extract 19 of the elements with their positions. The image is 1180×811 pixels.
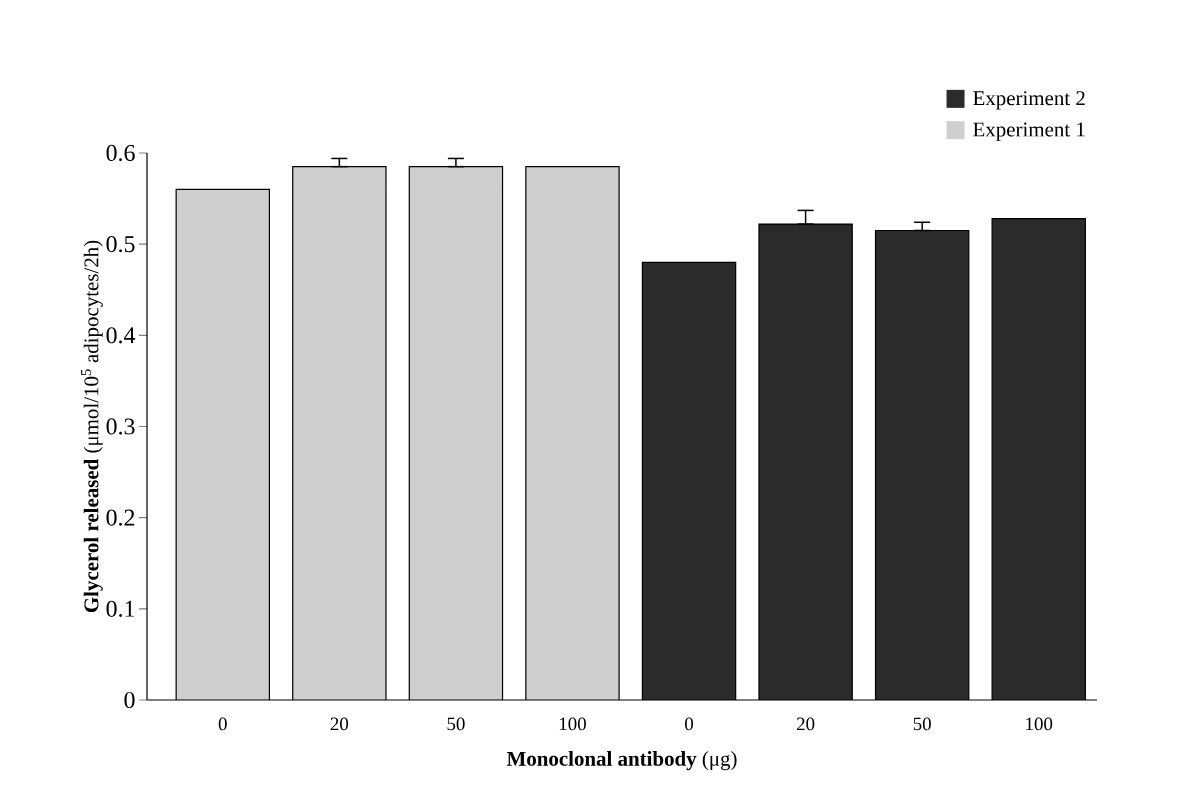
x-tick-label: 0 <box>218 717 227 731</box>
x-tick-label: 0 <box>685 717 694 731</box>
x-tick-label: 100 <box>1026 717 1053 731</box>
y-tick-label: 0 <box>124 691 135 709</box>
legend-label: Experiment 1 <box>973 122 1085 141</box>
y-axis-title: Glycerol released (μmol/10$^{5}$ adipocytes/2h) <box>81 240 103 613</box>
x-tick-label: 20 <box>330 717 349 731</box>
y-tick-label: 0.1 <box>106 600 135 617</box>
y-tick-label: 0.5 <box>106 236 135 253</box>
y-tick-label: 0.3 <box>106 418 135 435</box>
x-tick-label: 100 <box>559 717 586 731</box>
x-tick-label: 50 <box>447 717 465 731</box>
legend-label: Experiment 2 <box>973 91 1085 110</box>
y-tick-label: 0.6 <box>106 144 135 162</box>
y-tick-label: 0.2 <box>106 509 135 526</box>
x-tick-label: 50 <box>913 717 931 731</box>
x-axis-title: Monoclonal antibody (μg) <box>506 751 737 771</box>
y-tick-label: 0.4 <box>106 327 136 344</box>
x-tick-label: 20 <box>796 717 815 731</box>
